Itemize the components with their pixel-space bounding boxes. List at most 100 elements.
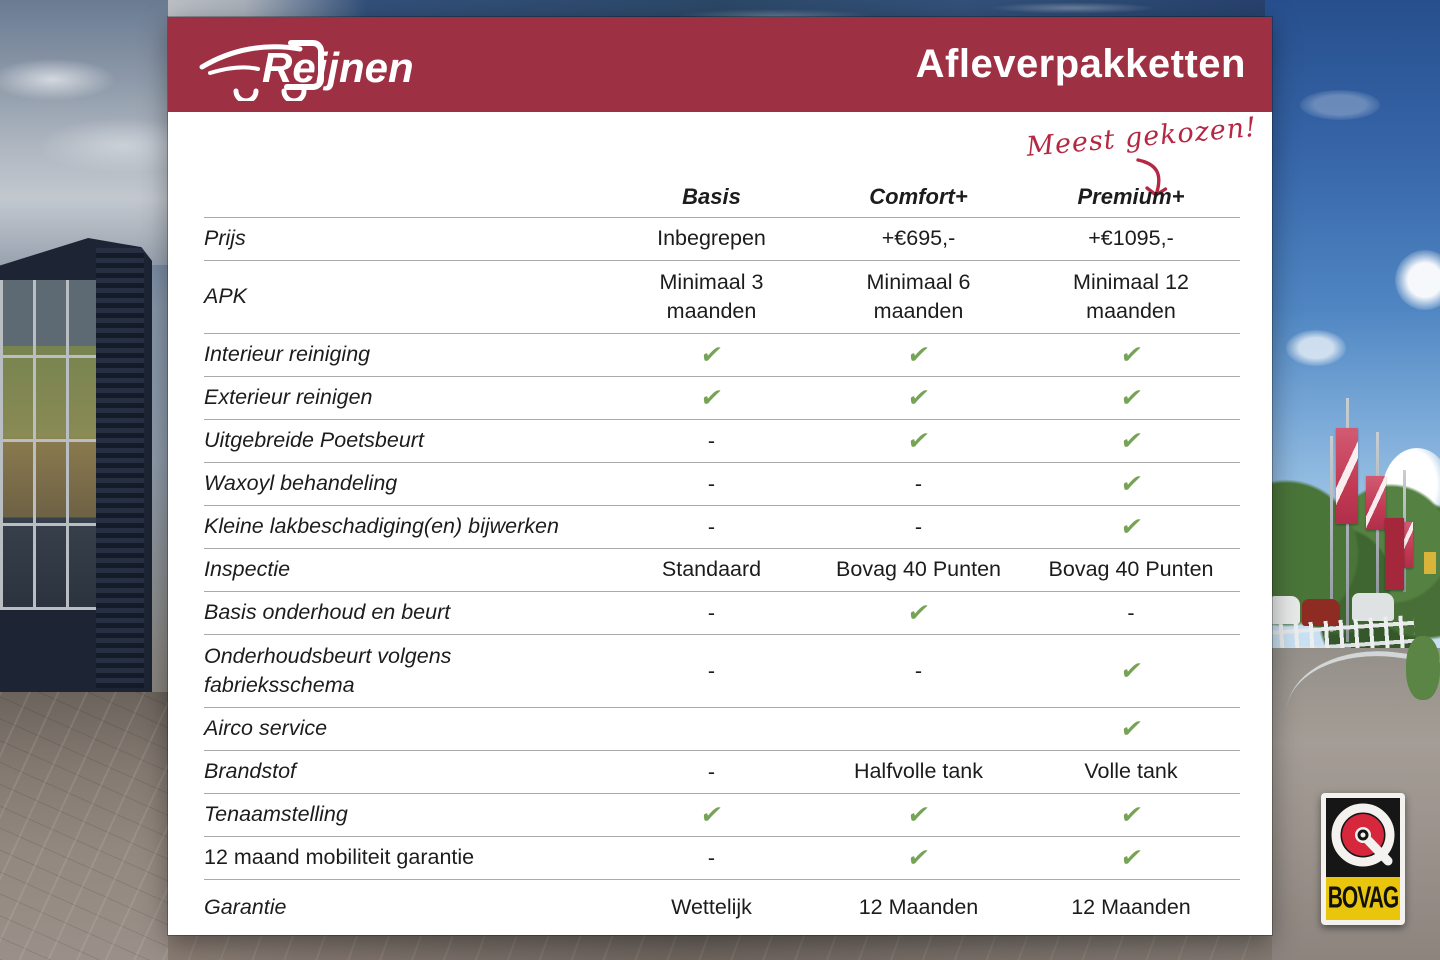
- cloud: [1300, 90, 1380, 120]
- row-value: -: [707, 471, 716, 496]
- row-value: ✔: [1022, 469, 1240, 499]
- value-text: 12 Maanden: [858, 894, 979, 919]
- value-text: Halfvolle tank: [853, 759, 984, 784]
- row-value: Inbegrepen: [608, 224, 815, 253]
- row-label: Garantie: [204, 894, 287, 919]
- row-value: ✔: [1022, 800, 1240, 830]
- table-row: 12 maand mobiliteit garantie - ✔ ✔: [204, 837, 1240, 880]
- row-value: -: [1127, 600, 1135, 625]
- red-sign: [1385, 518, 1404, 590]
- reijnen-logo-icon: Reijnen: [199, 39, 414, 101]
- row-value: -: [707, 759, 716, 784]
- row-value: ✔: [1022, 340, 1240, 370]
- cloud: [1286, 330, 1346, 366]
- bovag-label-strip: BOVAG: [1326, 877, 1400, 920]
- row-value: ✔: [1022, 656, 1240, 686]
- row-label: Waxoyl behandeling: [204, 471, 398, 496]
- table-row: Kleine lakbeschadiging(en) bijwerken - - ✔: [204, 506, 1240, 549]
- sky-left: [0, 0, 175, 265]
- row-label: Airco service: [204, 716, 328, 741]
- value-text: Bovag 40 Punten: [836, 557, 1001, 582]
- check-icon: ✔: [1118, 715, 1144, 743]
- table-row: Tenaamstelling ✔ ✔ ✔: [204, 794, 1240, 837]
- row-value: -: [707, 658, 716, 683]
- value-text: Wettelijk: [671, 894, 752, 919]
- check-icon: ✔: [905, 844, 932, 872]
- row-label: Onderhoudsbeurt volgens fabrieksschema: [204, 643, 452, 697]
- row-value: ✔: [1022, 843, 1240, 873]
- check-icon: ✔: [905, 341, 932, 369]
- row-value: ✔: [815, 383, 1022, 413]
- card-header: Reijnen Afleverpakketten: [168, 17, 1272, 112]
- yellow-sign: [1424, 552, 1436, 574]
- table-row: Waxoyl behandeling - - ✔: [204, 463, 1240, 506]
- value-text: Minimaal 6 maanden: [866, 269, 971, 323]
- table-row: Brandstof - Halfvolle tank Volle tank: [204, 751, 1240, 794]
- row-value: -: [707, 514, 716, 539]
- row-value: ✔: [1022, 714, 1240, 744]
- row-value: Bovag 40 Punten: [1022, 555, 1240, 584]
- bovag-badge: BOVAG: [1321, 793, 1405, 925]
- value-text: 12 Maanden: [1071, 894, 1191, 919]
- row-value: +€1095,-: [1022, 224, 1240, 253]
- row-value: ✔: [1022, 512, 1240, 542]
- parked-car: [1268, 596, 1300, 624]
- column-header-comfort: Comfort+: [869, 184, 968, 209]
- check-icon: ✔: [698, 801, 725, 829]
- row-value: Minimaal 6 maanden: [815, 268, 1022, 326]
- row-value: -: [707, 428, 716, 453]
- row-value: ✔: [815, 843, 1022, 873]
- bovag-label: BOVAG: [1327, 881, 1399, 915]
- dealer-flag: [1366, 476, 1386, 530]
- row-label: 12 maand mobiliteit garantie: [204, 845, 475, 870]
- value-text: Standaard: [661, 557, 762, 582]
- table-row: Inspectie Standaard Bovag 40 Punten Bovag 4…: [204, 549, 1240, 592]
- table-row: Uitgebreide Poetsbeurt - ✔ ✔: [204, 420, 1240, 463]
- cloud: [1395, 250, 1440, 310]
- row-value: -: [914, 658, 923, 683]
- row-label: Brandstof: [204, 759, 297, 784]
- table-row: Garantie Wettelijk 12 Maanden 12 Maanden: [204, 880, 1240, 935]
- sky-top: [168, 0, 1272, 20]
- table-row: APK Minimaal 3 maanden Minimaal 6 maanden M…: [204, 261, 1240, 334]
- value-text: Minimaal 3 maanden: [659, 269, 764, 323]
- row-label: Exterieur reinigen: [204, 385, 373, 410]
- curved-arrow-icon: [1136, 158, 1168, 197]
- row-value: 12 Maanden: [815, 893, 1022, 922]
- table-row: Exterieur reinigen ✔ ✔ ✔: [204, 377, 1240, 420]
- row-value: ✔: [1022, 426, 1240, 456]
- check-icon: ✔: [1118, 384, 1144, 412]
- check-icon: ✔: [1118, 844, 1144, 872]
- row-value: +€695,-: [815, 224, 1022, 253]
- check-icon: ✔: [698, 384, 725, 412]
- row-value: -: [707, 600, 716, 625]
- package-comparison-table: Basis Comfort+ Premium+ Prijs Inbegrepen +…: [204, 180, 1240, 935]
- value-text: Bovag 40 Punten: [1048, 557, 1214, 582]
- brick-pavement: [0, 692, 175, 960]
- table-header-row: Basis Comfort+ Premium+: [204, 180, 1240, 218]
- check-icon: ✔: [698, 341, 725, 369]
- check-icon: ✔: [1118, 513, 1144, 541]
- row-value: Standaard: [608, 555, 815, 584]
- check-icon: ✔: [905, 384, 932, 412]
- row-value: ✔: [815, 340, 1022, 370]
- value-text: Inbegrepen: [657, 226, 766, 251]
- row-value: Minimaal 3 maanden: [608, 268, 815, 326]
- afleverpakketten-card: Reijnen Afleverpakketten Meest gekozen! …: [168, 17, 1272, 935]
- check-icon: ✔: [905, 801, 932, 829]
- dealer-flag: [1336, 428, 1358, 524]
- row-value: ✔: [608, 340, 815, 370]
- building-windows: [0, 280, 96, 610]
- brand-name: Reijnen: [262, 44, 414, 91]
- value-text: +€1095,-: [1088, 226, 1174, 251]
- check-icon: ✔: [905, 427, 932, 455]
- check-icon: ✔: [1118, 657, 1144, 685]
- table-row: Airco service ✔: [204, 708, 1240, 751]
- row-label: Inspectie: [204, 557, 291, 582]
- grass-verge: [1406, 636, 1440, 700]
- row-value: Wettelijk: [608, 893, 815, 922]
- row-value: ✔: [815, 800, 1022, 830]
- table-row: Interieur reiniging ✔ ✔ ✔: [204, 334, 1240, 377]
- table-row: Basis onderhoud en beurt - ✔ -: [204, 592, 1240, 635]
- row-label: APK: [204, 284, 248, 309]
